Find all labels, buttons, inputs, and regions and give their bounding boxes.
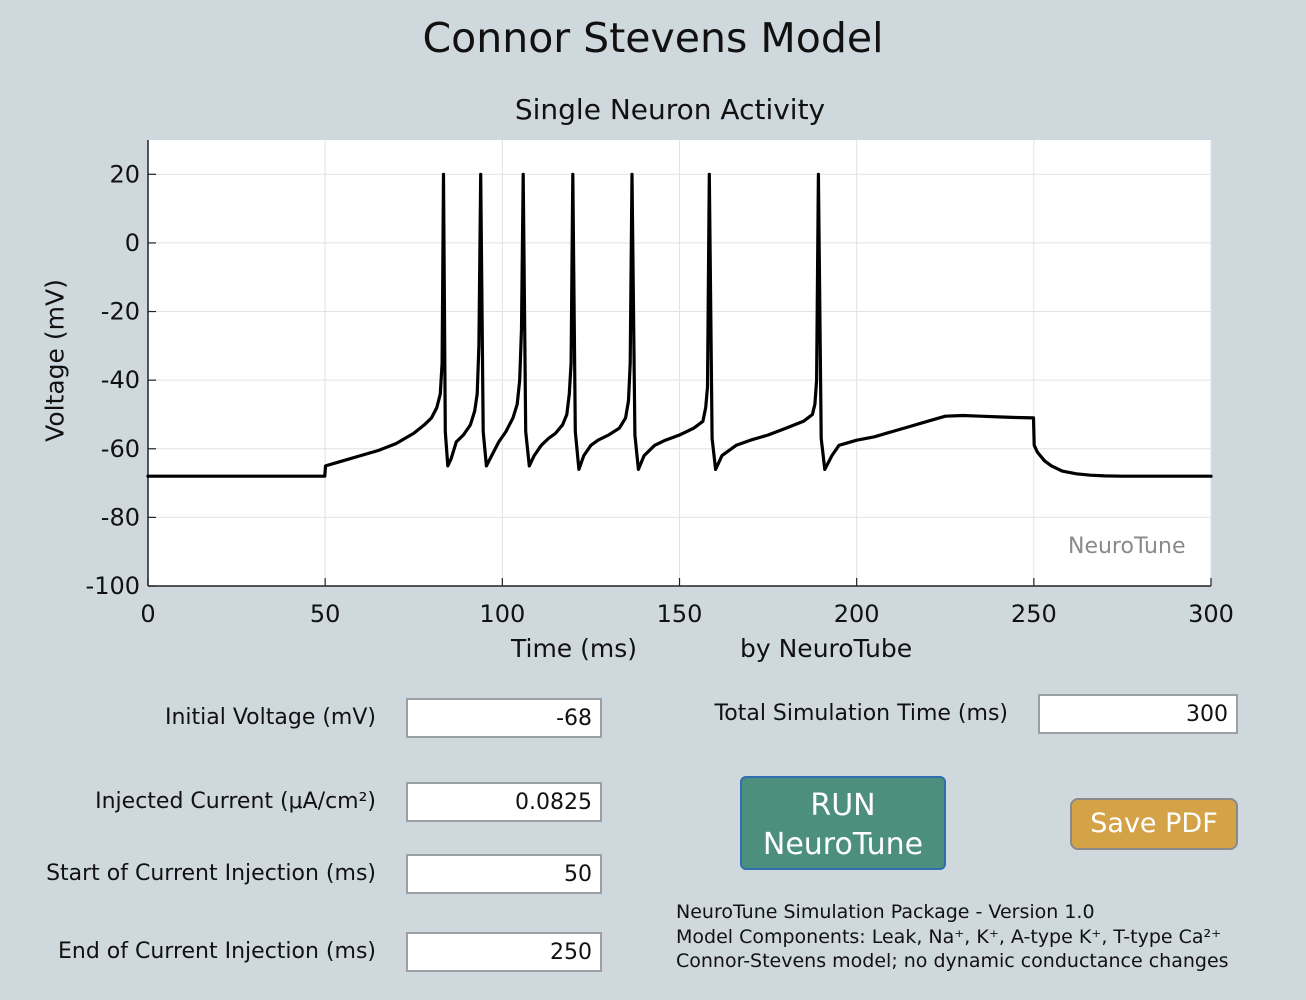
x-axis-label: Time (ms)	[511, 634, 638, 663]
y-tick-label: 0	[125, 229, 140, 257]
chart-title: Single Neuron Activity	[514, 93, 826, 126]
info-model-note: Connor-Stevens model; no dynamic conduct…	[676, 950, 1229, 972]
y-axis-label: Voltage (mV)	[40, 279, 70, 442]
total-time-label: Total Simulation Time (ms)	[714, 701, 1008, 726]
x-tick-label: 200	[834, 600, 880, 628]
voltage-plot: 0 50 100 150 200 250 300 -100 -80 -60 -40 -20 0 20 Ne…	[40, 140, 1234, 663]
start-injection-input[interactable]	[406, 854, 602, 894]
x-tick-label: 50	[310, 600, 341, 628]
end-injection-input[interactable]	[406, 932, 602, 972]
end-injection-label: End of Current Injection (ms)	[58, 939, 376, 964]
injected-current-label: Injected Current (μA/cm²)	[95, 789, 376, 814]
y-tick-label: -100	[86, 572, 140, 600]
initial-voltage-label: Initial Voltage (mV)	[164, 705, 376, 730]
info-version: NeuroTune Simulation Package - Version 1…	[676, 901, 1095, 923]
total-time-input[interactable]	[1038, 694, 1238, 734]
x-tick-label: 300	[1188, 600, 1234, 628]
y-tick-label: -20	[101, 298, 140, 326]
run-button-label-line2: NeuroTune	[762, 827, 924, 862]
plot-svg: 0 50 100 150 200 250 300 -100 -80 -60 -40 -20 0 20	[86, 140, 1234, 628]
x-tick-label: 0	[140, 600, 155, 628]
start-injection-label: Start of Current Injection (ms)	[46, 861, 376, 886]
y-tick-label: -80	[101, 503, 140, 531]
y-tick-label: -40	[101, 366, 140, 394]
plot-watermark: NeuroTune	[1068, 534, 1186, 559]
initial-voltage-input[interactable]	[406, 698, 602, 738]
run-button-label-line1: RUN	[810, 788, 876, 823]
x-tick-label: 150	[657, 600, 703, 628]
info-components: Model Components: Leak, Na⁺, K⁺, A-type …	[676, 925, 1222, 948]
y-tick-label: -60	[101, 435, 140, 463]
credit-label: by NeuroTube	[740, 634, 913, 663]
info-panel: NeuroTune Simulation Package - Version 1…	[676, 900, 1229, 974]
y-tick-label: 20	[109, 160, 140, 188]
injected-current-input[interactable]	[406, 782, 602, 822]
x-tick-label: 250	[1011, 600, 1057, 628]
save-pdf-button[interactable]: Save PDF	[1070, 798, 1238, 850]
x-tick-label: 100	[479, 600, 525, 628]
app-title: Connor Stevens Model	[422, 14, 884, 62]
run-neurotune-button[interactable]: RUN NeuroTune	[740, 776, 946, 870]
voltage-trace-line	[146, 172, 1213, 478]
